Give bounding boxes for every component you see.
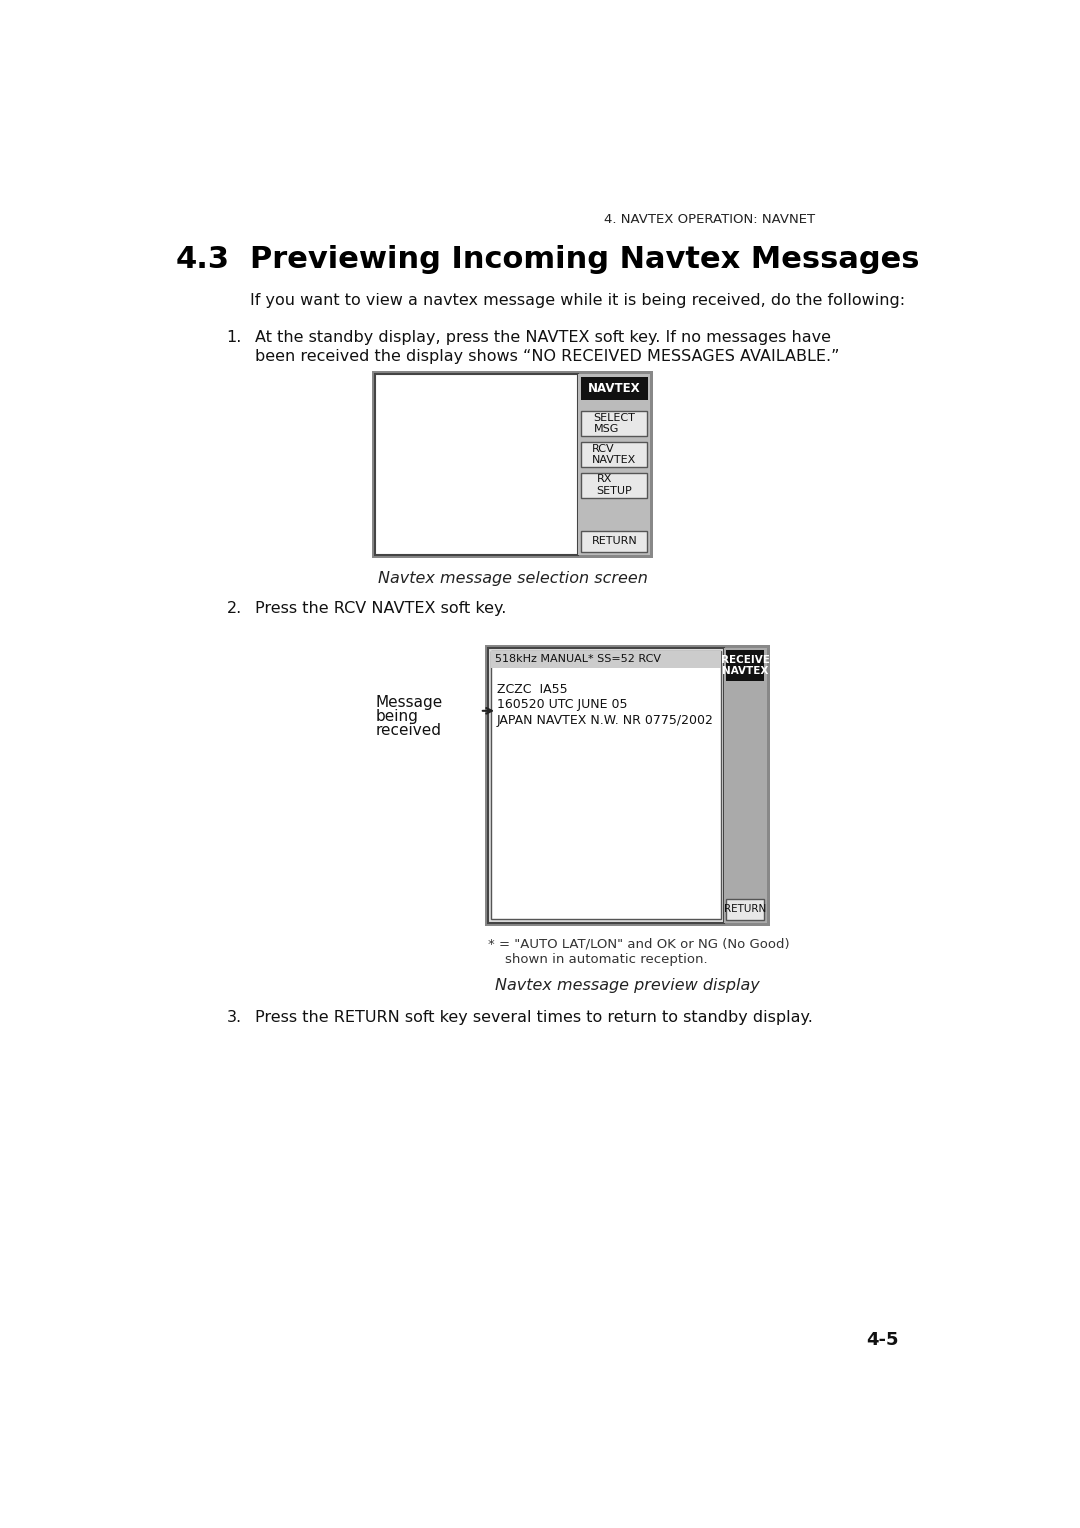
Text: Navtex message selection screen: Navtex message selection screen [378,571,648,587]
Text: Navtex message preview display: Navtex message preview display [495,978,759,993]
Bar [488,648,724,923]
Text: shown in automatic reception.: shown in automatic reception. [488,953,707,966]
Bar [727,898,765,920]
Text: 2.: 2. [227,601,242,616]
Text: SELECT
MSG: SELECT MSG [593,413,635,434]
Text: Press the RCV NAVTEX soft key.: Press the RCV NAVTEX soft key. [255,601,507,616]
Bar [485,645,770,926]
Text: 3.: 3. [227,1010,242,1025]
Bar [581,376,648,400]
Bar [724,648,767,923]
Text: JAPAN NAVTEX N.W. NR 0775/2002: JAPAN NAVTEX N.W. NR 0775/2002 [497,714,714,727]
Text: NAVTEX: NAVTEX [588,382,640,394]
Text: 160520 UTC JUNE 05: 160520 UTC JUNE 05 [497,698,627,712]
Text: Previewing Incoming Navtex Messages: Previewing Incoming Navtex Messages [249,244,919,274]
Bar [375,374,578,555]
Text: 518kHz MANUAL* SS=52 RCV: 518kHz MANUAL* SS=52 RCV [496,654,661,665]
Text: RCV
NAVTEX: RCV NAVTEX [592,443,636,465]
Bar [490,651,721,920]
Text: 4.3: 4.3 [175,244,229,274]
Text: RETURN: RETURN [725,905,767,914]
Bar [581,411,647,435]
Text: Message: Message [375,695,443,711]
Text: RETURN: RETURN [592,536,637,547]
Bar [578,374,650,555]
Text: been received the display shows “NO RECEIVED MESSAGES AVAILABLE.”: been received the display shows “NO RECE… [255,348,839,364]
Bar [581,472,647,498]
Text: * = "AUTO LAT/LON" and OK or NG (No Good): * = "AUTO LAT/LON" and OK or NG (No Good… [488,938,789,950]
Text: 1.: 1. [227,330,242,345]
Text: RX
SETUP: RX SETUP [596,474,632,497]
Text: RECEIVE
NAVTEX: RECEIVE NAVTEX [720,654,770,677]
Text: 4. NAVTEX OPERATION: NAVNET: 4. NAVTEX OPERATION: NAVNET [604,212,815,226]
Text: being: being [375,709,418,724]
Text: 4-5: 4-5 [866,1331,899,1349]
Bar [490,651,721,668]
Text: Press the RETURN soft key several times to return to standby display.: Press the RETURN soft key several times … [255,1010,813,1025]
Text: ZCZC  IA55: ZCZC IA55 [497,683,568,697]
Bar [727,649,765,681]
Text: At the standby display, press the NAVTEX soft key. If no messages have: At the standby display, press the NAVTEX… [255,330,832,345]
Text: received: received [375,723,442,738]
Text: If you want to view a navtex message while it is being received, do the followin: If you want to view a navtex message whi… [249,293,905,307]
Bar [581,442,647,466]
Bar [373,371,653,558]
Bar [581,530,647,552]
